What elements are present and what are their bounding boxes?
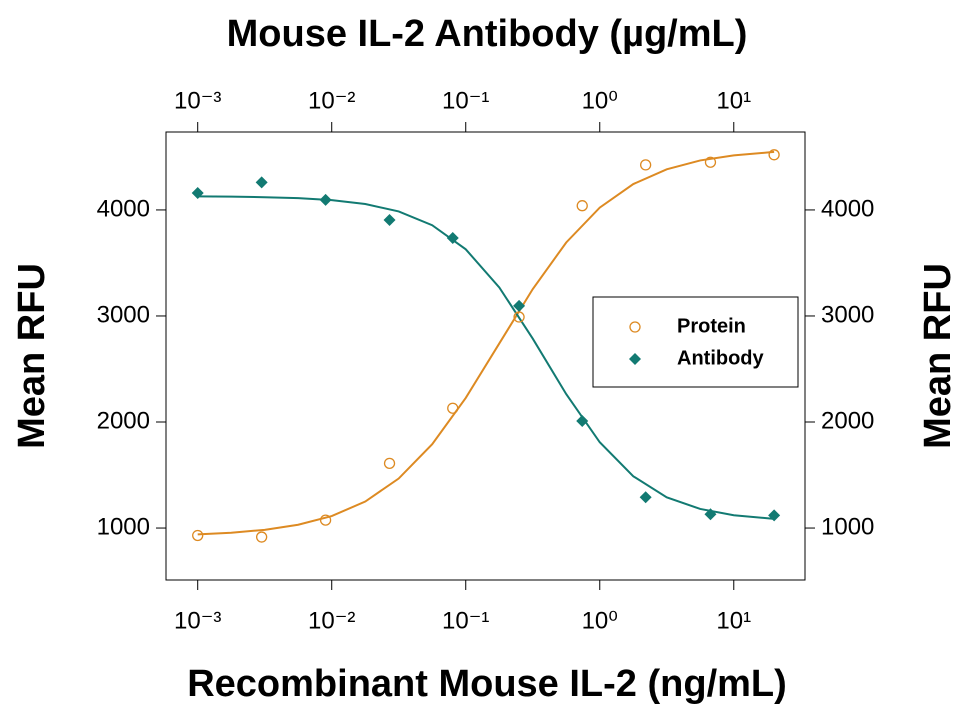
x2-tick-label: 10⁻³ bbox=[174, 87, 221, 114]
circle-marker bbox=[447, 402, 459, 414]
legend-label: Antibody bbox=[677, 347, 765, 369]
circle-marker bbox=[576, 200, 588, 212]
circle-marker bbox=[255, 531, 268, 543]
circle-marker bbox=[319, 514, 332, 526]
y-tick-label: 3000 bbox=[97, 301, 150, 328]
diamond-marker bbox=[704, 508, 717, 521]
y-tick-label: 1000 bbox=[97, 513, 150, 540]
x-axis-title: Recombinant Mouse IL-2 (ng/mL) bbox=[187, 663, 787, 705]
y2-axis-title: Mean RFU bbox=[917, 263, 959, 449]
diamond-marker bbox=[768, 509, 781, 522]
x2-tick-label: 10⁰ bbox=[582, 87, 618, 114]
x2-tick-label: 10⁻¹ bbox=[442, 87, 489, 114]
legend-box bbox=[592, 296, 799, 388]
x-tick-label: 10⁰ bbox=[582, 607, 618, 634]
x-tick-label: 10⁻¹ bbox=[442, 607, 489, 634]
diamond-marker bbox=[255, 176, 268, 189]
diamond-marker bbox=[191, 186, 204, 199]
diamond-marker bbox=[629, 353, 641, 365]
fit-curve bbox=[197, 195, 775, 520]
circle-marker bbox=[768, 149, 780, 161]
y-tick-label: 2000 bbox=[97, 407, 150, 434]
plot-frame bbox=[165, 131, 806, 581]
chart-title: Mouse IL-2 Antibody (µg/mL) bbox=[227, 13, 748, 55]
x-tick-label: 10⁻² bbox=[308, 607, 355, 634]
y-axis-title: Mean RFU bbox=[11, 263, 53, 449]
fit-curve bbox=[197, 150, 775, 536]
circle-marker bbox=[383, 457, 396, 470]
circle-marker bbox=[704, 156, 717, 168]
y2-tick-label: 4000 bbox=[821, 195, 874, 222]
diamond-marker bbox=[383, 214, 396, 227]
diamond-marker bbox=[319, 193, 332, 206]
x2-tick-label: 10¹ bbox=[716, 87, 751, 114]
circle-marker bbox=[629, 321, 641, 333]
circle-marker bbox=[513, 311, 525, 323]
diamond-marker bbox=[513, 299, 526, 312]
x2-tick-label: 10⁻² bbox=[308, 87, 355, 114]
circle-marker bbox=[639, 159, 652, 171]
x-tick-label: 10¹ bbox=[716, 607, 751, 634]
diamond-marker bbox=[446, 232, 459, 245]
diamond-marker bbox=[576, 414, 589, 427]
legend-label: Protein bbox=[677, 315, 746, 337]
diamond-marker bbox=[639, 491, 652, 504]
circle-marker bbox=[192, 529, 204, 542]
y-tick-label: 4000 bbox=[97, 195, 150, 222]
y2-tick-label: 2000 bbox=[821, 407, 874, 434]
y2-tick-label: 3000 bbox=[821, 301, 874, 328]
y2-tick-label: 1000 bbox=[821, 513, 874, 540]
x-tick-label: 10⁻³ bbox=[174, 607, 221, 634]
